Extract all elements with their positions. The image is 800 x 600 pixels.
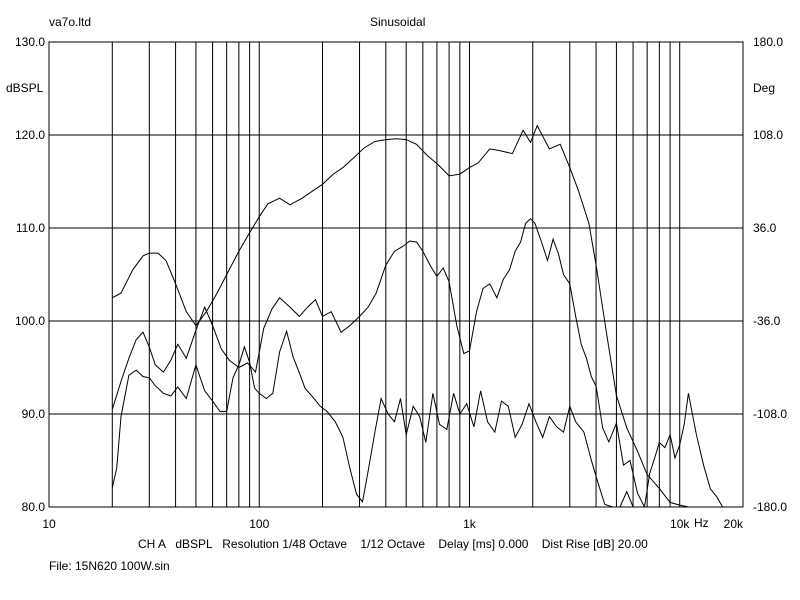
y-tick-label: 90.0: [22, 407, 46, 421]
file-name: File: 15N620 100W.sin: [49, 559, 170, 573]
y2-tick-label: -108.0: [753, 407, 787, 421]
plot-frame: [48, 41, 744, 508]
y2-tick-label: 36.0: [753, 221, 777, 235]
left-y-tick-labels: 80.0 90.0 100.0 110.0 120.0 130.0: [15, 35, 45, 514]
series-line-1: [112, 124, 723, 508]
header-left-label: va7o.ltd: [49, 15, 92, 29]
y-tick-label: 80.0: [22, 500, 46, 514]
series-line-3: [111, 329, 724, 508]
y-tick-label: 100.0: [15, 314, 45, 328]
y-tick-label: 120.0: [15, 128, 45, 142]
data-traces: [111, 124, 724, 508]
chart-title: Sinusoidal: [370, 15, 426, 29]
vertical-grid-lines: [111, 42, 681, 507]
y-tick-label: 130.0: [15, 35, 45, 49]
y2-tick-label: 180.0: [753, 35, 783, 49]
x-tick-label: 1k: [463, 517, 477, 531]
y2-tick-label: -180.0: [753, 500, 787, 514]
y-axis-label: dBSPL: [6, 81, 44, 95]
y-tick-label: 110.0: [16, 221, 45, 235]
right-y-tick-labels: -180.0 -108.0 -36.0 36.0 108.0 180.0: [753, 35, 787, 514]
x-axis-unit-label: Hz: [694, 516, 709, 530]
y2-tick-label: 108.0: [753, 128, 783, 142]
x-tick-label: 10: [42, 517, 56, 531]
y2-tick-label: -36.0: [753, 314, 781, 328]
series-line-2: [111, 217, 723, 508]
x-tick-label: 20k: [724, 517, 744, 531]
x-tick-label: 100: [249, 517, 269, 531]
horizontal-grid-lines: [49, 134, 743, 415]
x-tick-labels: 10 100 1k 10k 20k: [42, 517, 744, 531]
status-line: CH A dBSPL Resolution 1/48 Octave 1/12 O…: [138, 537, 648, 551]
y2-axis-label: Deg: [753, 81, 776, 95]
x-tick-label: 10k: [670, 517, 690, 531]
